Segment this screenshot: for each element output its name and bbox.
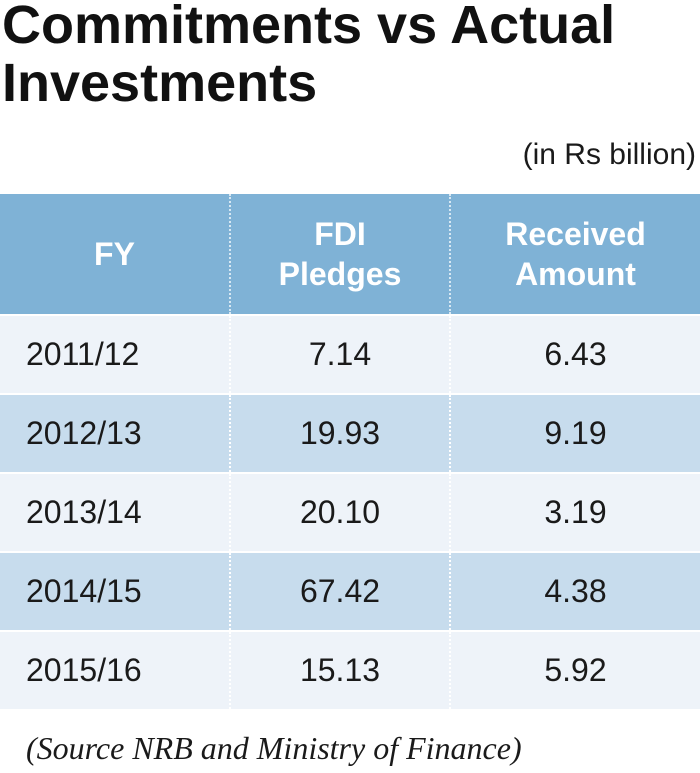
cell-received: 9.19 bbox=[449, 393, 700, 473]
column-header-pledges-line-1: FDI bbox=[314, 216, 366, 252]
source-note: (Source NRB and Ministry of Finance) bbox=[26, 730, 522, 766]
column-header-received-line-1: Received bbox=[505, 216, 646, 252]
data-table-container: FY FDI Pledges Received Amount 2011/12 7… bbox=[0, 194, 700, 709]
title-line-2: Investments bbox=[2, 53, 318, 113]
cell-fy: 2013/14 bbox=[0, 472, 230, 552]
table-row: 2012/13 19.93 9.19 bbox=[0, 393, 700, 473]
chart-title: Commitments vs Actual Investments bbox=[2, 0, 700, 112]
cell-fy: 2011/12 bbox=[0, 314, 230, 394]
cell-fy: 2015/16 bbox=[0, 630, 230, 709]
cell-pledges: 20.10 bbox=[229, 472, 450, 552]
unit-label: (in Rs billion) bbox=[522, 138, 696, 171]
cell-received: 5.92 bbox=[449, 630, 700, 709]
table-row: 2013/14 20.10 3.19 bbox=[0, 472, 700, 552]
header-row: FY FDI Pledges Received Amount bbox=[0, 194, 700, 315]
column-header-received-line-2: Amount bbox=[515, 256, 636, 292]
table-row: 2014/15 67.42 4.38 bbox=[0, 551, 700, 631]
cell-pledges: 19.93 bbox=[229, 393, 450, 473]
table-body: 2011/12 7.14 6.43 2012/13 19.93 9.19 201… bbox=[0, 314, 700, 709]
cell-received: 6.43 bbox=[449, 314, 700, 394]
cell-fy: 2014/15 bbox=[0, 551, 230, 631]
table-header: FY FDI Pledges Received Amount bbox=[0, 194, 700, 315]
cell-fy: 2012/13 bbox=[0, 393, 230, 473]
column-header-fy-label: FY bbox=[94, 236, 135, 272]
column-header-fy: FY bbox=[0, 194, 230, 315]
table-row: 2011/12 7.14 6.43 bbox=[0, 314, 700, 394]
cell-pledges: 15.13 bbox=[229, 630, 450, 709]
column-header-pledges-line-2: Pledges bbox=[278, 256, 402, 292]
cell-pledges: 67.42 bbox=[229, 551, 450, 631]
column-header-received: Received Amount bbox=[449, 194, 700, 315]
cell-received: 3.19 bbox=[449, 472, 700, 552]
cell-received: 4.38 bbox=[449, 551, 700, 631]
data-table: FY FDI Pledges Received Amount 2011/12 7… bbox=[0, 194, 700, 709]
column-header-pledges: FDI Pledges bbox=[229, 194, 450, 315]
cell-pledges: 7.14 bbox=[229, 314, 450, 394]
table-row: 2015/16 15.13 5.92 bbox=[0, 630, 700, 709]
title-line-1: Commitments vs Actual bbox=[2, 0, 616, 55]
